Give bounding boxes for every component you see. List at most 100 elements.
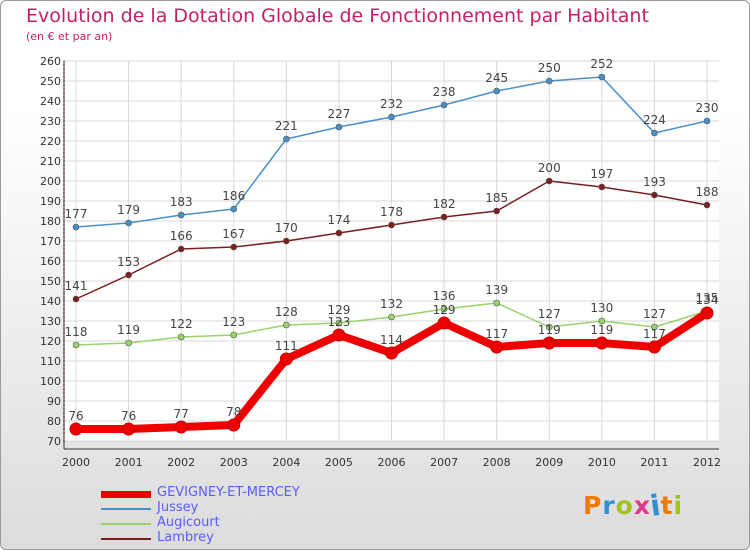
data-label: 238 — [433, 85, 456, 99]
data-label: 77 — [174, 407, 189, 421]
data-label: 127 — [643, 307, 666, 321]
data-point — [595, 336, 609, 350]
data-point — [703, 117, 711, 125]
data-label: 252 — [590, 57, 613, 71]
data-point — [493, 207, 500, 215]
data-point — [335, 319, 343, 327]
data-point — [177, 245, 185, 253]
data-label: 188 — [696, 185, 719, 199]
y-tick-label: 150 — [40, 275, 61, 288]
data-label: 117 — [643, 327, 666, 341]
y-tick-label: 260 — [40, 55, 61, 68]
data-point — [490, 340, 504, 354]
data-label: 76 — [68, 409, 83, 423]
x-tick-label: 2009 — [535, 456, 563, 469]
legend-swatch — [101, 508, 151, 510]
data-point — [545, 323, 553, 331]
data-label: 221 — [275, 119, 298, 133]
data-label: 119 — [590, 323, 613, 337]
x-tick-label: 2003 — [220, 456, 248, 469]
proxiti-logo: Proxiti — [583, 488, 684, 523]
data-point — [72, 223, 80, 231]
y-tick-label: 90 — [47, 395, 61, 408]
data-point — [283, 237, 290, 245]
logo-letter: i — [673, 491, 684, 520]
data-point — [440, 305, 448, 313]
data-label: 177 — [65, 207, 88, 221]
data-point — [332, 328, 346, 342]
data-point — [440, 213, 448, 221]
x-tick-label: 2008 — [483, 456, 511, 469]
data-point — [542, 336, 556, 350]
legend-item: Lambrey — [101, 530, 361, 547]
y-tick-label: 240 — [40, 95, 61, 108]
data-point — [598, 73, 606, 81]
legend-item: GEVIGNEY-ET-MERCEY — [101, 485, 361, 502]
legend: GEVIGNEY-ET-MERCEY Jussey Augicourt Lamb… — [101, 485, 361, 547]
data-label: 179 — [117, 203, 140, 217]
x-tick-label: 2004 — [272, 456, 300, 469]
data-point — [283, 321, 290, 329]
data-label: 166 — [170, 229, 193, 243]
data-point — [72, 341, 80, 349]
data-point — [335, 123, 343, 131]
data-point — [388, 221, 395, 229]
data-label: 130 — [590, 301, 613, 315]
data-label: 114 — [380, 333, 403, 347]
data-label: 183 — [170, 195, 193, 209]
data-point — [598, 183, 606, 191]
data-label: 178 — [380, 205, 403, 219]
data-label: 129 — [433, 303, 456, 317]
data-point — [174, 420, 188, 434]
data-label: 119 — [538, 323, 561, 337]
y-tick-label: 170 — [40, 235, 61, 248]
data-label: 170 — [275, 221, 298, 235]
data-point — [388, 313, 395, 321]
data-point — [388, 113, 395, 121]
y-tick-label: 130 — [40, 315, 61, 328]
data-point — [703, 201, 711, 209]
data-label: 139 — [485, 283, 508, 297]
y-tick-label: 160 — [40, 255, 61, 268]
data-point — [545, 77, 553, 85]
data-point — [335, 229, 343, 237]
data-label: 141 — [65, 279, 88, 293]
data-label: 250 — [538, 61, 561, 75]
data-point — [177, 211, 185, 219]
x-tick-label: 2012 — [693, 456, 721, 469]
data-point — [283, 135, 290, 143]
x-tick-label: 2006 — [378, 456, 406, 469]
data-point — [437, 316, 451, 330]
data-label: 132 — [380, 297, 403, 311]
data-label: 127 — [538, 307, 561, 321]
data-label: 232 — [380, 97, 403, 111]
legend-swatch — [101, 538, 151, 540]
data-point — [230, 331, 238, 339]
legend-item: Jussey — [101, 500, 361, 517]
logo-letter: x — [633, 491, 651, 520]
y-tick-label: 80 — [47, 415, 61, 428]
data-label: 230 — [696, 101, 719, 115]
data-point — [598, 317, 606, 325]
data-label: 185 — [485, 191, 508, 205]
data-label: 193 — [643, 175, 666, 189]
legend-label: Augicourt — [157, 515, 220, 530]
chart-title: Evolution de la Dotation Globale de Fonc… — [26, 5, 649, 27]
y-tick-label: 110 — [40, 355, 61, 368]
data-label: 122 — [170, 317, 193, 331]
data-label: 123 — [327, 315, 350, 329]
data-label: 174 — [327, 213, 350, 227]
data-point — [385, 346, 398, 360]
data-label: 200 — [538, 161, 561, 175]
data-point — [440, 101, 448, 109]
y-tick-label: 140 — [40, 295, 61, 308]
logo-letter: t — [660, 491, 674, 520]
data-point — [72, 295, 80, 303]
data-label: 117 — [485, 327, 508, 341]
x-tick-label: 2011 — [640, 456, 668, 469]
data-point — [647, 340, 661, 354]
data-point — [227, 418, 241, 432]
legend-swatch — [101, 523, 151, 525]
data-point — [125, 219, 132, 227]
data-point — [651, 323, 658, 331]
